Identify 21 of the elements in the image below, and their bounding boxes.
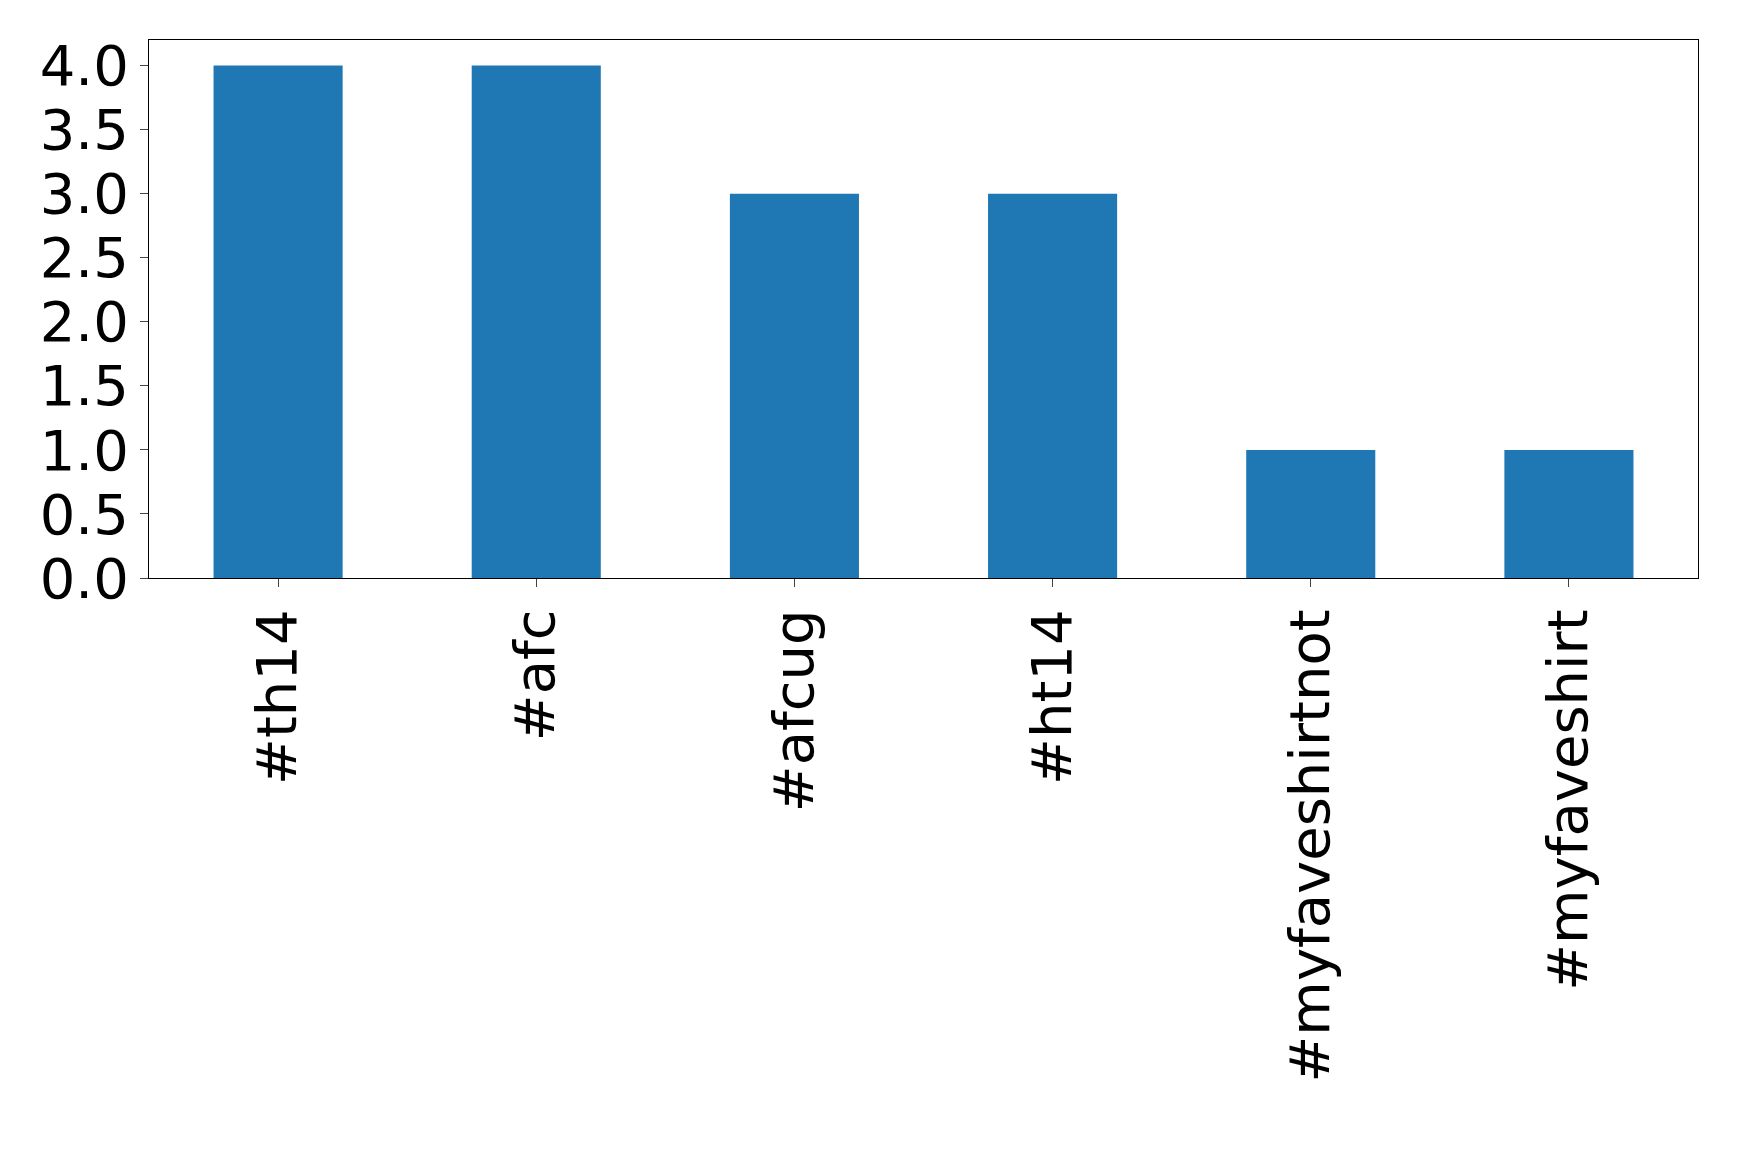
y-tick-label: 1.0 (39, 417, 129, 483)
y-tick-label: 4.0 (39, 33, 129, 99)
bar (471, 65, 601, 578)
y-tick-label: 3.5 (39, 97, 129, 163)
x-tick-label: #myfaveshirt (1535, 609, 1601, 991)
y-tick-label: 3.0 (39, 161, 129, 227)
x-tick-label: #afc (502, 609, 568, 742)
bar (1246, 449, 1376, 578)
y-tick-label: 0.0 (39, 545, 129, 611)
x-tick-label: #th14 (244, 609, 310, 786)
bar (1504, 449, 1634, 578)
y-tick-label: 0.5 (39, 481, 129, 547)
x-tick-label: #ht14 (1018, 609, 1084, 786)
x-tick-label: #myfaveshirtnot (1276, 609, 1342, 1083)
y-tick-label: 1.5 (39, 353, 129, 419)
bar (213, 65, 343, 578)
bar (729, 193, 859, 578)
y-tick-label: 2.5 (39, 225, 129, 291)
x-tick-label: #afcug (760, 609, 826, 813)
bar (988, 193, 1118, 578)
y-tick-label: 2.0 (39, 289, 129, 355)
